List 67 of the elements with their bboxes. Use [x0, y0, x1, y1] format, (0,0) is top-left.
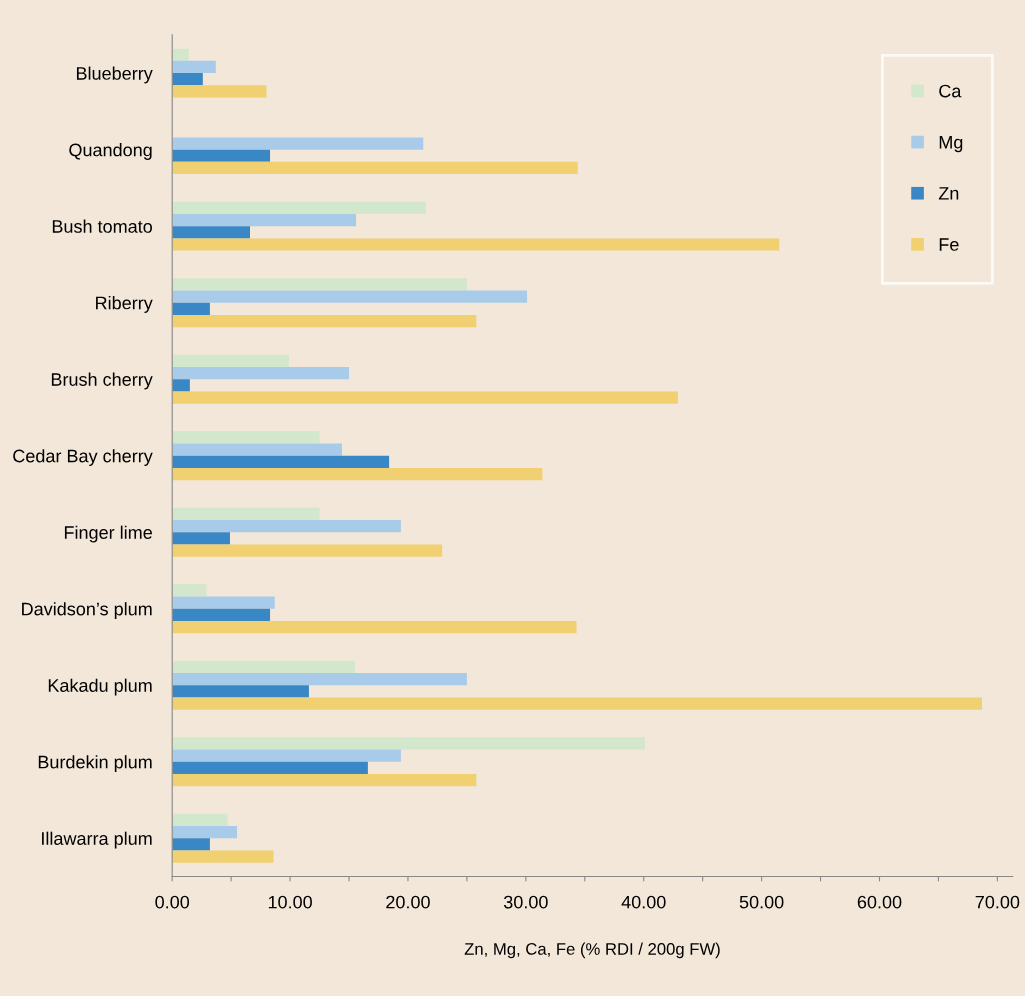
y-tick-label: Brush cherry	[51, 372, 153, 390]
legend-label: Mg	[939, 135, 963, 153]
bar	[172, 226, 250, 239]
bar	[172, 48, 189, 61]
bar	[172, 584, 207, 597]
bar	[172, 761, 368, 774]
y-tick-label: Riberry	[96, 296, 153, 313]
bar	[172, 354, 289, 367]
bar	[172, 596, 275, 609]
bar	[172, 302, 210, 315]
bar	[172, 213, 357, 227]
bar	[172, 685, 309, 698]
x-tick-label: 0.00	[155, 895, 190, 909]
x-tick-label: 40.00	[621, 895, 666, 909]
bar	[172, 443, 342, 456]
x-tick-label: 30.00	[503, 895, 548, 909]
bar	[172, 85, 267, 98]
y-tick-label: Davidson’s plum	[22, 602, 152, 619]
y-tick-label: Illawarra plum	[42, 831, 152, 849]
bar	[172, 620, 577, 634]
legend-label: Fe	[939, 238, 959, 251]
bar	[172, 149, 271, 162]
bar	[172, 813, 228, 826]
bar	[172, 850, 274, 863]
x-tick-label: 50.00	[739, 895, 784, 909]
x-tick-label: 60.00	[857, 895, 902, 909]
y-tick-label: Finger lime	[64, 525, 152, 543]
bar	[172, 161, 578, 175]
y-tick-label: Burdekin plum	[38, 755, 152, 772]
bar	[172, 838, 210, 851]
bar	[172, 660, 355, 673]
bar	[172, 290, 528, 303]
bar	[172, 201, 426, 214]
bar	[172, 507, 320, 520]
y-tick-label: Cedar Bay cherry	[13, 449, 153, 466]
y-tick-label: Quandong	[69, 143, 152, 160]
bar	[172, 773, 477, 787]
x-tick-label: 20.00	[386, 895, 430, 909]
bar	[172, 391, 678, 404]
legend-label: Zn	[938, 187, 959, 200]
y-tick-label: Kakadu plum	[48, 678, 152, 696]
bar	[172, 137, 424, 150]
bar	[172, 366, 350, 380]
bar	[172, 519, 401, 533]
y-tick-label: Blueberry	[76, 66, 153, 84]
bar	[172, 608, 271, 621]
bar	[172, 672, 467, 686]
y-tick-label: Bush tomato	[52, 219, 152, 233]
bar	[172, 238, 780, 251]
bar	[172, 749, 401, 762]
bar	[172, 697, 983, 710]
bar	[172, 278, 467, 291]
x-tick-label: 10.00	[268, 895, 312, 909]
bar	[172, 544, 443, 557]
bar	[172, 73, 203, 86]
bar	[172, 467, 543, 481]
bar	[172, 737, 645, 750]
bar	[172, 379, 190, 392]
x-axis-title: Zn, Mg, Ca, Fe (% RDI / 200g FW)	[464, 942, 720, 959]
legend-label: Ca	[939, 84, 962, 98]
bar	[172, 825, 238, 839]
bar	[172, 532, 230, 545]
bar	[172, 314, 477, 328]
x-tick-label: 70.00	[975, 895, 1020, 909]
bar	[172, 455, 390, 468]
bar	[172, 60, 216, 74]
bar	[172, 431, 320, 444]
